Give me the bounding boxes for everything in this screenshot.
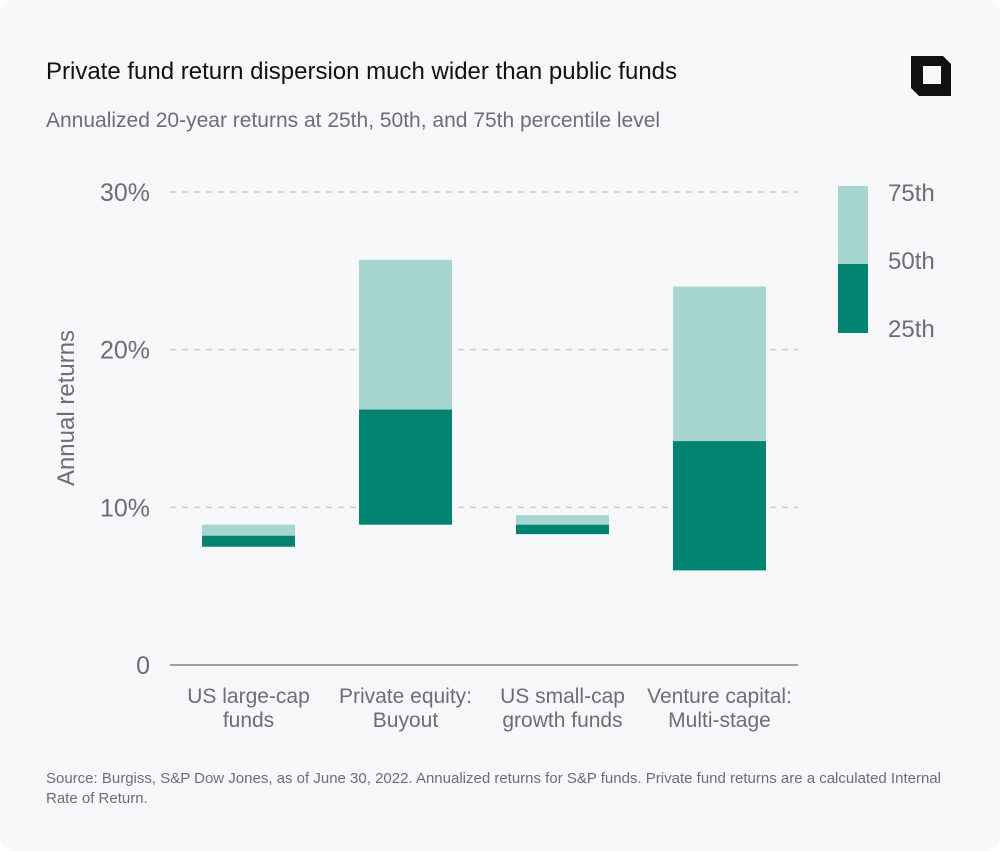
y-tick-label: 30% — [100, 179, 150, 207]
x-category-label: Multi-stage — [668, 709, 771, 732]
y-axis-label: Annual returns — [53, 330, 80, 486]
bar-segment-25th-50th — [516, 524, 609, 535]
bar-segment-25th-50th — [202, 535, 295, 547]
legend-swatch-upper — [838, 186, 868, 264]
y-tick-label: 10% — [100, 494, 150, 522]
chart-title: Private fund return dispersion much wide… — [46, 58, 678, 85]
x-category-label: US large-cap — [187, 685, 310, 708]
y-tick-label: 20% — [100, 337, 150, 365]
legend-swatch-lower — [838, 264, 868, 333]
source-note: Source: Burgiss, S&P Dow Jones, as of Ju… — [46, 770, 941, 807]
legend-label: 25th — [888, 316, 935, 343]
bar-segment-25th-50th — [359, 409, 452, 525]
bar-segment-50th-75th — [516, 515, 609, 525]
corner-square-logo-icon — [911, 56, 951, 96]
bar-segment-50th-75th — [673, 286, 766, 442]
bar-segment-25th-50th — [673, 441, 766, 571]
x-category-label: growth funds — [502, 709, 622, 732]
legend-label: 75th — [888, 180, 935, 207]
x-category-label: funds — [223, 709, 274, 732]
legend-label: 50th — [888, 248, 935, 275]
x-category-label: Buyout — [373, 709, 439, 732]
bar-segment-50th-75th — [202, 524, 295, 536]
x-category-label: Venture capital: — [647, 685, 792, 708]
chart-subtitle: Annualized 20-year returns at 25th, 50th… — [46, 109, 661, 132]
x-category-label: Private equity: — [339, 685, 472, 708]
y-tick-label: 0 — [136, 652, 150, 680]
x-category-label: US small-cap — [500, 685, 625, 708]
bar-segment-50th-75th — [359, 259, 452, 410]
bar-chart: 0 10% 20% 30% Annual returns US large-capfund… — [53, 179, 935, 732]
